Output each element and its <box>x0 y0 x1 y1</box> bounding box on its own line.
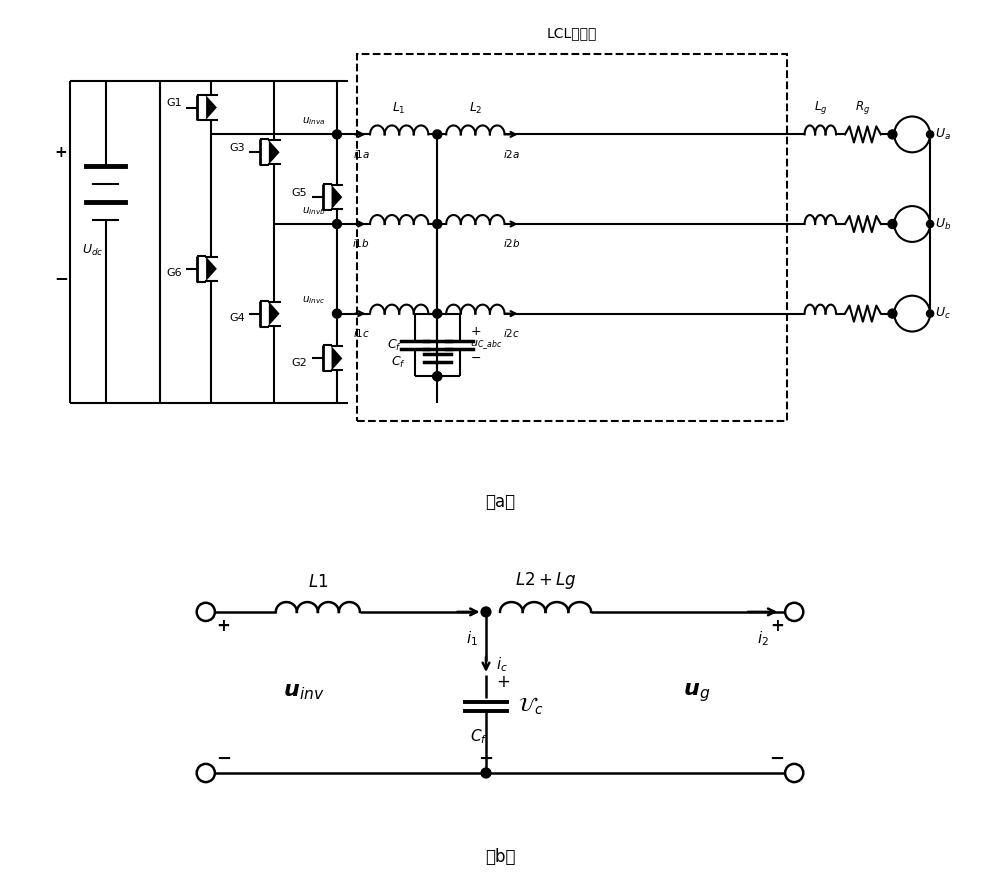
Text: G5: G5 <box>292 187 307 198</box>
Polygon shape <box>332 185 342 209</box>
Circle shape <box>926 310 934 317</box>
Text: $i_2$: $i_2$ <box>757 629 769 648</box>
Polygon shape <box>269 140 280 165</box>
Text: $i1b$: $i1b$ <box>352 237 370 249</box>
Text: （b）: （b） <box>485 849 515 866</box>
Text: +: + <box>55 145 67 159</box>
Circle shape <box>433 372 442 381</box>
Text: +: + <box>496 673 510 691</box>
Text: −: − <box>769 750 784 768</box>
Text: G1: G1 <box>166 98 182 108</box>
Circle shape <box>433 130 442 139</box>
Text: +: + <box>770 617 784 635</box>
Text: −: − <box>54 269 68 287</box>
Text: +: + <box>470 325 481 338</box>
Text: $R_g$: $R_g$ <box>855 99 870 116</box>
Text: $C_f$: $C_f$ <box>391 356 406 370</box>
Text: $L_g$: $L_g$ <box>814 99 827 116</box>
Text: $i1c$: $i1c$ <box>353 327 370 339</box>
Circle shape <box>888 309 897 318</box>
Circle shape <box>481 768 491 778</box>
Text: $u_{inva}$: $u_{inva}$ <box>302 116 325 127</box>
Text: LCL滤波器: LCL滤波器 <box>546 26 597 40</box>
Text: $U_{dc}$: $U_{dc}$ <box>82 244 103 258</box>
Circle shape <box>926 131 934 138</box>
Text: $u_{C\_abc}$: $u_{C\_abc}$ <box>470 338 503 352</box>
Polygon shape <box>332 346 342 371</box>
Text: G3: G3 <box>229 142 245 153</box>
Text: −: − <box>478 750 494 768</box>
Text: G4: G4 <box>229 313 245 323</box>
Circle shape <box>888 130 897 139</box>
Text: G2: G2 <box>292 358 307 368</box>
Text: $U_c$: $U_c$ <box>935 306 950 321</box>
Text: $\boldsymbol{u}_g$: $\boldsymbol{u}_g$ <box>683 681 710 704</box>
Text: $u_{invc}$: $u_{invc}$ <box>302 295 325 306</box>
Text: $L_2$: $L_2$ <box>469 101 482 116</box>
Text: $U_b$: $U_b$ <box>935 217 951 231</box>
Circle shape <box>332 130 341 139</box>
Text: （a）: （a） <box>485 493 515 511</box>
Text: $i2a$: $i2a$ <box>503 148 520 159</box>
Circle shape <box>888 220 897 228</box>
Text: $C_f$: $C_f$ <box>387 338 401 352</box>
Circle shape <box>433 220 442 228</box>
Circle shape <box>332 220 341 228</box>
Circle shape <box>433 372 442 381</box>
Circle shape <box>926 220 934 228</box>
Text: $i_1$: $i_1$ <box>466 629 478 648</box>
Polygon shape <box>206 256 217 281</box>
Text: +: + <box>216 617 230 635</box>
Text: −: − <box>470 352 481 365</box>
Circle shape <box>481 607 491 616</box>
Text: G6: G6 <box>166 268 182 279</box>
Text: $\mathbf{\mathcal{U}}_c$: $\mathbf{\mathcal{U}}_c$ <box>518 696 543 717</box>
Text: $i2b$: $i2b$ <box>503 237 520 249</box>
Circle shape <box>332 309 341 318</box>
Text: $i_c$: $i_c$ <box>496 655 508 674</box>
Polygon shape <box>269 301 280 325</box>
Text: $L_1$: $L_1$ <box>392 101 406 116</box>
Bar <box>357 54 787 421</box>
Text: $L1$: $L1$ <box>308 573 328 590</box>
Text: $U_a$: $U_a$ <box>935 127 950 142</box>
Text: $u_{invb}$: $u_{invb}$ <box>302 205 325 217</box>
Polygon shape <box>206 95 217 120</box>
Text: −: − <box>216 750 231 768</box>
Text: $L2+Lg$: $L2+Lg$ <box>515 570 576 590</box>
Text: $i2c$: $i2c$ <box>503 327 520 339</box>
Text: $\boldsymbol{u}_{inv}$: $\boldsymbol{u}_{inv}$ <box>283 683 325 702</box>
Text: $i1a$: $i1a$ <box>353 148 370 159</box>
Circle shape <box>433 309 442 318</box>
Text: $C_f$: $C_f$ <box>470 728 488 746</box>
